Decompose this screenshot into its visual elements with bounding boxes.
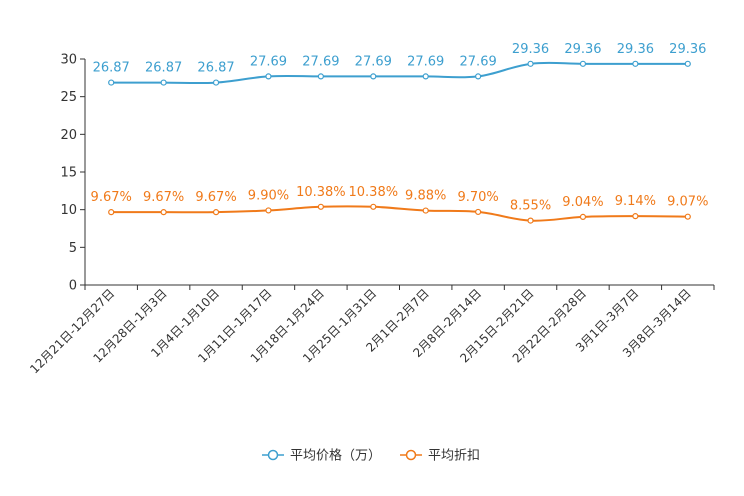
data-point [684, 213, 691, 220]
x-tick-label: 12月21日-12月27日 [27, 286, 117, 376]
data-label: 9.90% [248, 188, 289, 203]
data-point [160, 209, 167, 216]
data-point [579, 60, 587, 67]
data-label: 9.67% [195, 190, 236, 205]
data-label: 29.36 [564, 42, 601, 57]
data-point [527, 217, 534, 224]
legend-item-1[interactable]: 平均价格（万） [262, 448, 381, 464]
data-label: 27.69 [407, 54, 444, 69]
data-point [527, 60, 534, 67]
legend-marker-icon [267, 449, 279, 461]
legend-item-2[interactable]: 平均折扣 [400, 449, 480, 464]
y-tick-label: 5 [69, 241, 77, 256]
data-label: 9.07% [667, 195, 708, 210]
data-label: 26.87 [93, 61, 130, 76]
data-point [212, 79, 220, 86]
data-label: 27.69 [355, 54, 392, 69]
data-label: 26.87 [145, 61, 182, 76]
y-tick-label: 0 [69, 279, 77, 294]
data-point [370, 73, 377, 80]
data-point [265, 73, 272, 80]
data-point [108, 79, 115, 86]
data-label: 29.36 [617, 42, 654, 57]
data-point [475, 73, 482, 80]
legend-label: 平均折扣 [428, 449, 480, 464]
data-label: 27.69 [250, 54, 287, 69]
data-point [370, 203, 377, 210]
data-label: 10.38% [349, 185, 399, 200]
y-tick-label: 20 [60, 128, 77, 143]
series-1: 26.87 26.87 26.87 27.69 27.69 27.69 27.69 27.69… [93, 42, 706, 86]
data-point [475, 208, 482, 216]
y-tick-label: 30 [60, 53, 77, 68]
data-label: 9.67% [91, 190, 132, 205]
legend-label: 平均价格（万） [290, 448, 381, 464]
data-point [265, 207, 272, 214]
data-label: 9.70% [457, 190, 498, 205]
chart-legend[interactable]: 平均价格（万） 平均折扣 [262, 448, 480, 464]
data-label: 26.87 [197, 61, 234, 76]
y-tick-label: 15 [60, 166, 77, 181]
chart-axes [84, 59, 714, 286]
data-point [108, 209, 115, 216]
data-label: 9.04% [562, 195, 603, 210]
series-layer: 26.87 26.87 26.87 27.69 27.69 27.69 27.69 27.69… [91, 42, 708, 224]
data-point [632, 213, 639, 220]
data-label: 9.88% [405, 189, 446, 204]
data-label: 29.36 [669, 42, 706, 57]
data-point [317, 73, 324, 80]
series-2: 9.67% 9.67% 9.67% 9.90% 10.38% 10.38% 9.88% 9.7… [91, 185, 708, 224]
data-point [317, 203, 324, 210]
data-label: 29.36 [512, 42, 549, 57]
data-label: 27.69 [302, 54, 339, 69]
data-label: 9.14% [615, 194, 656, 209]
x-axis-ticks: 12月21日-12月27日12月28日-1月3日1月4日-1月10日1月11日-… [27, 285, 715, 376]
legend-marker-icon [405, 449, 417, 461]
data-point [684, 60, 691, 67]
data-point [422, 207, 429, 214]
series-line [111, 61, 688, 85]
y-tick-label: 10 [60, 203, 77, 218]
series-line [111, 205, 688, 222]
data-point [632, 60, 639, 67]
data-label: 9.67% [143, 190, 184, 205]
y-tick-label: 25 [60, 90, 77, 105]
data-point [212, 209, 220, 216]
data-label: 10.38% [296, 185, 346, 200]
data-point [422, 73, 429, 80]
data-label: 27.69 [460, 54, 497, 69]
data-label: 8.55% [510, 199, 551, 214]
data-point [579, 213, 587, 220]
data-point [160, 79, 167, 86]
y-axis-ticks: 0 5 10 15 20 25 30 [60, 53, 85, 294]
